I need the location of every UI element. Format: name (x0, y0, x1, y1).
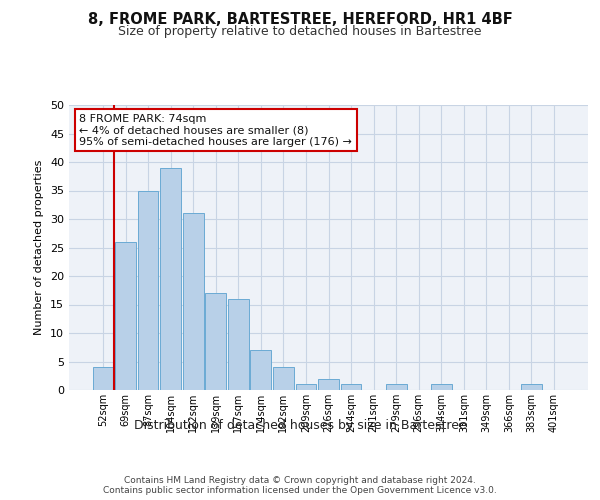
Text: Distribution of detached houses by size in Bartestree: Distribution of detached houses by size … (134, 420, 466, 432)
Bar (341, 384, 361, 390)
Y-axis label: Number of detached properties: Number of detached properties (34, 160, 44, 335)
Bar (318, 378, 339, 390)
Bar (92, 367, 113, 390)
Bar (386, 384, 407, 390)
Bar (205, 293, 226, 390)
Text: Size of property relative to detached houses in Bartestree: Size of property relative to detached ho… (118, 25, 482, 38)
Text: 8, FROME PARK, BARTESTREE, HEREFORD, HR1 4BF: 8, FROME PARK, BARTESTREE, HEREFORD, HR1… (88, 12, 512, 28)
Bar (296, 384, 316, 390)
Bar (115, 242, 136, 390)
Bar (228, 299, 248, 390)
Bar (273, 367, 294, 390)
Text: Contains HM Land Registry data © Crown copyright and database right 2024.
Contai: Contains HM Land Registry data © Crown c… (103, 476, 497, 495)
Bar (183, 214, 203, 390)
Bar (250, 350, 271, 390)
Text: 8 FROME PARK: 74sqm
← 4% of detached houses are smaller (8)
95% of semi-detached: 8 FROME PARK: 74sqm ← 4% of detached hou… (79, 114, 352, 147)
Bar (160, 168, 181, 390)
Bar (431, 384, 452, 390)
Bar (137, 190, 158, 390)
Bar (521, 384, 542, 390)
